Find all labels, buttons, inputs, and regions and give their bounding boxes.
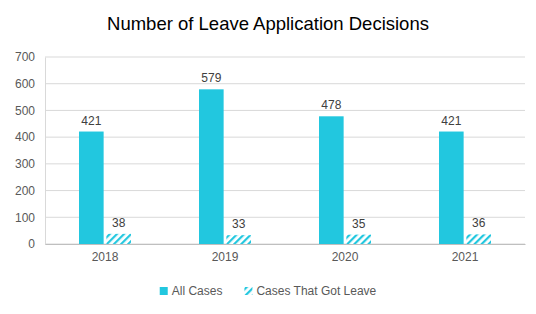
series xyxy=(79,89,464,244)
grid-line xyxy=(45,57,525,58)
legend-label: All Cases xyxy=(172,284,223,298)
y-tick: 500 xyxy=(15,104,45,118)
y-tick: 700 xyxy=(15,50,45,64)
y-tick: 600 xyxy=(15,77,45,91)
data-label: 38 xyxy=(112,216,126,230)
bars xyxy=(79,89,491,244)
bar xyxy=(199,89,224,244)
x-tick: 2021 xyxy=(452,250,479,264)
x-tick: 2020 xyxy=(332,250,359,264)
data-label: 579 xyxy=(201,71,221,85)
y-tick: 200 xyxy=(15,184,45,198)
y-axis: 0 100 200 300 400 500 600 700 xyxy=(15,50,46,251)
y-tick-label: 500 xyxy=(15,104,35,118)
bar xyxy=(106,234,131,244)
legend-swatch xyxy=(160,287,168,295)
title: Number of Leave Application Decisions xyxy=(107,13,429,34)
x-tick-label: 2020 xyxy=(332,250,359,264)
y-axis-line xyxy=(45,58,46,245)
x-tick-label: 2018 xyxy=(92,250,119,264)
bar xyxy=(346,235,371,244)
data-label: 478 xyxy=(321,98,341,112)
data-label: 36 xyxy=(472,216,486,230)
chart: Number of Leave Application Decisions 0 10… xyxy=(0,0,536,314)
legend-swatch xyxy=(244,287,252,295)
bar xyxy=(226,235,251,244)
data-label: 421 xyxy=(81,114,101,128)
y-tick: 400 xyxy=(15,130,45,144)
legend-label: Cases That Got Leave xyxy=(256,284,376,298)
series xyxy=(106,234,491,244)
bar xyxy=(439,132,464,244)
legend-item: Cases That Got Leave xyxy=(244,284,376,298)
grid xyxy=(45,57,525,244)
y-tick-label: 400 xyxy=(15,130,35,144)
grid-line xyxy=(45,110,525,111)
x-tick-label: 2019 xyxy=(212,250,239,264)
x-axis-line xyxy=(46,244,526,245)
x-tick: 2018 xyxy=(92,250,119,264)
data-label: 33 xyxy=(232,217,246,231)
grid-line xyxy=(45,83,525,84)
y-tick-label: 200 xyxy=(15,184,35,198)
y-tick-label: 700 xyxy=(15,50,35,64)
legend: All Cases Cases That Got Leave xyxy=(160,284,377,298)
x-tick-label: 2021 xyxy=(452,250,479,264)
bar xyxy=(466,234,491,244)
y-tick-label: 300 xyxy=(15,157,35,171)
x-tick: 2019 xyxy=(212,250,239,264)
data-labels: 421 579 478 421 38 33 35 36 xyxy=(81,71,485,231)
y-tick-label: 0 xyxy=(28,237,35,251)
data-label: 421 xyxy=(441,114,461,128)
bar xyxy=(79,132,104,244)
y-tick: 300 xyxy=(15,157,45,171)
x-axis: 2018 2019 2020 2021 xyxy=(46,245,526,264)
data-label: 35 xyxy=(352,217,366,231)
legend-item: All Cases xyxy=(160,284,223,298)
y-tick: 100 xyxy=(15,211,45,225)
y-tick-label: 100 xyxy=(15,211,35,225)
plot: 0 100 200 300 400 500 600 700 2018 2019 2020 2021 42… xyxy=(15,50,526,263)
y-tick-label: 600 xyxy=(15,77,35,91)
bar xyxy=(319,116,344,244)
y-tick: 0 xyxy=(28,237,45,251)
